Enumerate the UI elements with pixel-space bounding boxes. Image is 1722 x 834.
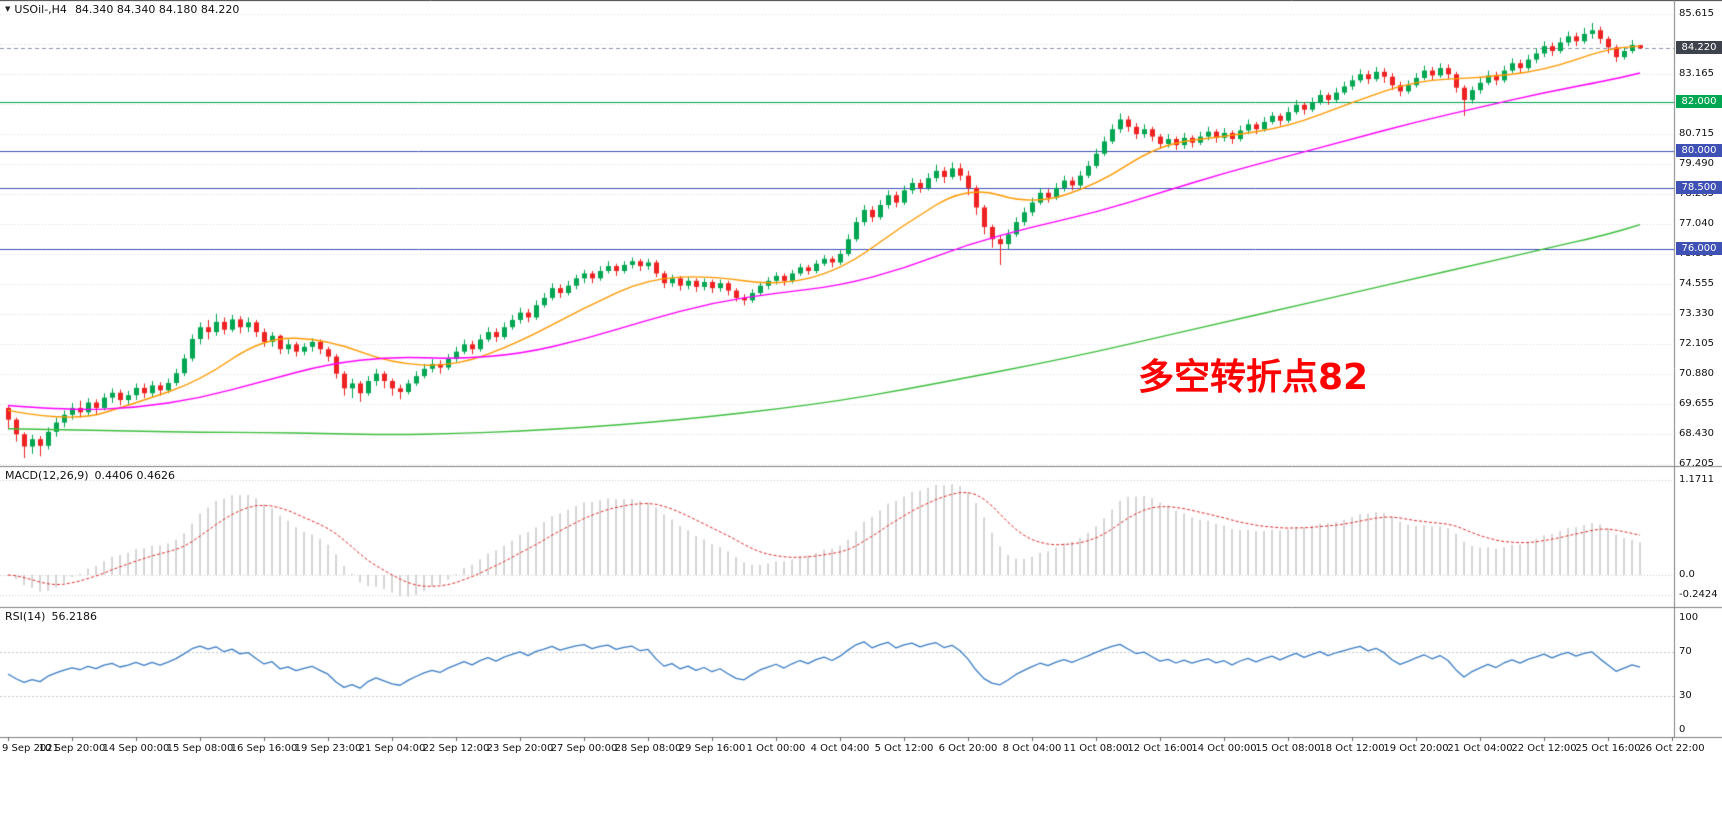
symbol-period-label: USOil-,H4: [14, 3, 67, 16]
symbol-title: ▼ USOil-,H4 84.340 84.340 84.180 84.220: [5, 3, 239, 16]
annotation-text: 多空转折点82: [1138, 357, 1369, 398]
symbol-arrow-icon[interactable]: ▼: [5, 5, 11, 13]
macd-values: 0.4406 0.4626: [94, 469, 176, 482]
rsi-header: RSI(14) 56.2186: [5, 610, 97, 623]
rsi-value: 56.2186: [51, 610, 97, 623]
macd-header: MACD(12,26,9) 0.4406 0.4626: [5, 469, 175, 482]
ohlc-values: 84.340 84.340 84.180 84.220: [74, 3, 240, 16]
macd-label: MACD(12,26,9): [5, 469, 89, 482]
rsi-label: RSI(14): [5, 610, 46, 623]
